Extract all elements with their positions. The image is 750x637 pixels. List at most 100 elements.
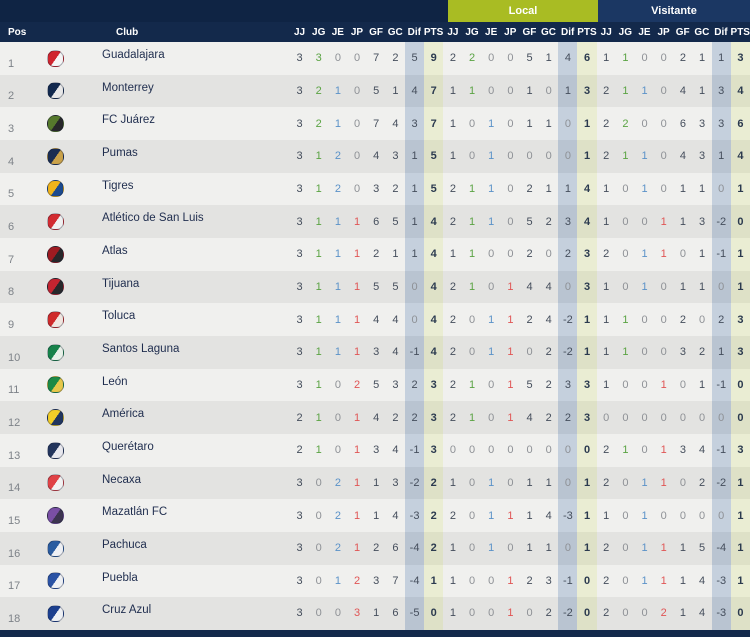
- stat-cell: 1: [699, 52, 706, 65]
- position-number: 9: [8, 318, 15, 331]
- club-name[interactable]: Santos Laguna: [102, 342, 180, 355]
- stat-cell: 1: [660, 542, 667, 555]
- stat-cell: 2: [526, 182, 533, 195]
- stat-cell: 1: [660, 574, 667, 587]
- stat-cell: -5: [404, 597, 425, 630]
- stat-cell: 2: [424, 466, 444, 500]
- stat-cell: 1: [507, 378, 514, 391]
- club-crest-cell: [38, 140, 72, 173]
- stat-cell: 1: [315, 346, 322, 359]
- stat-cell: 0: [469, 313, 476, 326]
- club-name[interactable]: Guadalajara: [102, 49, 165, 61]
- stat-cell: 0: [354, 84, 361, 97]
- club-name[interactable]: Querétaro: [102, 440, 154, 453]
- stat-cell: 3: [296, 476, 303, 489]
- col-header-gc: GC: [541, 26, 557, 38]
- stat-cell: 4: [730, 74, 750, 108]
- position-number: 7: [8, 253, 15, 266]
- table-row: 2 Monterrey 3 2 1 0 5 1 4 7 1 1 0 0 1 0 1 3 2 1 1 0 4 1 3 4: [0, 74, 750, 108]
- stat-cell: 3: [296, 84, 303, 97]
- stat-cell: 0: [660, 52, 667, 65]
- tabs-strip: Local Visitante: [0, 0, 750, 22]
- club-name[interactable]: Atlético de San Luis: [102, 212, 204, 225]
- table-row: 15 Mazatlán FC 3 0 2 1 1 4 -3 2 2 0 1 1 1 4 -3 1 1 0 1 0 0 0 0 1: [0, 499, 750, 532]
- col-header-jg: JG: [465, 26, 479, 38]
- club-name[interactable]: FC Juárez: [102, 114, 156, 127]
- stat-cell: 1: [603, 509, 610, 522]
- stat-cell: 0: [699, 313, 706, 326]
- stat-cell: 1: [660, 378, 667, 391]
- stat-cell: 1: [424, 564, 444, 598]
- stat-cell: 0: [507, 248, 514, 261]
- stat-cell: 2: [449, 378, 456, 391]
- stat-cell: 4: [392, 444, 399, 457]
- position-number: 6: [8, 220, 15, 233]
- stat-cell: 0: [711, 270, 731, 304]
- stat-cell: 0: [315, 607, 322, 620]
- club-name[interactable]: Tigres: [102, 179, 134, 192]
- stat-cell: 0: [660, 313, 667, 326]
- stat-cell: 3: [699, 150, 706, 163]
- stat-cell: 4: [424, 335, 444, 369]
- stat-cell: 0: [558, 531, 578, 565]
- tab-visitante[interactable]: Visitante: [598, 0, 750, 22]
- table-row: 3 FC Juárez 3 2 1 0 7 4 3 7 1 0 1 0 1 1 0 1 2 2 0 0 6 3 3 6: [0, 107, 750, 140]
- stat-cell: 0: [469, 444, 476, 457]
- position-number: 12: [8, 416, 21, 429]
- stat-cell: 2: [334, 542, 341, 555]
- stat-cell: 1: [334, 280, 341, 293]
- stat-cell: 0: [507, 52, 514, 65]
- position-number: 14: [8, 482, 21, 495]
- stat-cell: 1: [730, 270, 750, 304]
- club-name[interactable]: Monterrey: [102, 81, 154, 94]
- stat-cell: 1: [354, 411, 361, 424]
- stat-cell: 1: [315, 280, 322, 293]
- stat-cell: 1: [711, 42, 731, 75]
- stat-cell: 1: [315, 313, 322, 326]
- stat-cell: 0: [469, 117, 476, 130]
- tab-local[interactable]: Local: [448, 0, 598, 22]
- club-name[interactable]: América: [102, 408, 145, 421]
- club-name[interactable]: Puebla: [102, 571, 138, 584]
- stat-cell: 2: [449, 509, 456, 522]
- club-name[interactable]: León: [102, 375, 128, 388]
- stat-cell: 1: [507, 313, 514, 326]
- stat-cell: 3: [296, 378, 303, 391]
- stat-cell: 2: [603, 248, 610, 261]
- stat-cell: 0: [488, 574, 495, 587]
- stat-cell: 2: [526, 248, 533, 261]
- stat-cell: 1: [507, 346, 514, 359]
- stat-cell: 0: [577, 564, 597, 598]
- stat-cell: 3: [296, 117, 303, 130]
- club-name[interactable]: Atlas: [102, 244, 128, 257]
- club-name[interactable]: Tijuana: [102, 277, 140, 290]
- stat-cell: 3: [296, 248, 303, 261]
- club-crest-icon: [46, 147, 64, 165]
- stat-cell: 1: [545, 542, 552, 555]
- stat-cell: 3: [296, 509, 303, 522]
- stat-cell: 3: [296, 542, 303, 555]
- club-name[interactable]: Necaxa: [102, 473, 141, 486]
- club-crest-cell: [38, 597, 72, 630]
- stat-cell: 0: [488, 607, 495, 620]
- club-name[interactable]: Pumas: [102, 146, 138, 159]
- club-name[interactable]: Pachuca: [102, 538, 147, 551]
- stat-cell: 0: [334, 378, 341, 391]
- stat-cell: 0: [730, 205, 750, 238]
- club-name[interactable]: Mazatlán FC: [102, 506, 168, 519]
- stat-cell: 0: [660, 280, 667, 293]
- stat-cell: 1: [577, 303, 597, 336]
- stat-cell: 1: [315, 248, 322, 261]
- stat-cell: 0: [315, 542, 322, 555]
- club-name[interactable]: Cruz Azul: [102, 604, 152, 617]
- stat-cell: 1: [469, 215, 476, 228]
- stat-cell: 3: [577, 401, 597, 434]
- stat-cell: 4: [699, 444, 706, 457]
- stat-cell: 2: [449, 215, 456, 228]
- stat-cell: 1: [469, 280, 476, 293]
- club-name[interactable]: Toluca: [102, 310, 136, 323]
- stat-cell: 1: [730, 466, 750, 500]
- col-header-pos: Pos: [8, 26, 27, 38]
- club-crest-icon: [46, 49, 64, 67]
- stat-cell: 2: [334, 150, 341, 163]
